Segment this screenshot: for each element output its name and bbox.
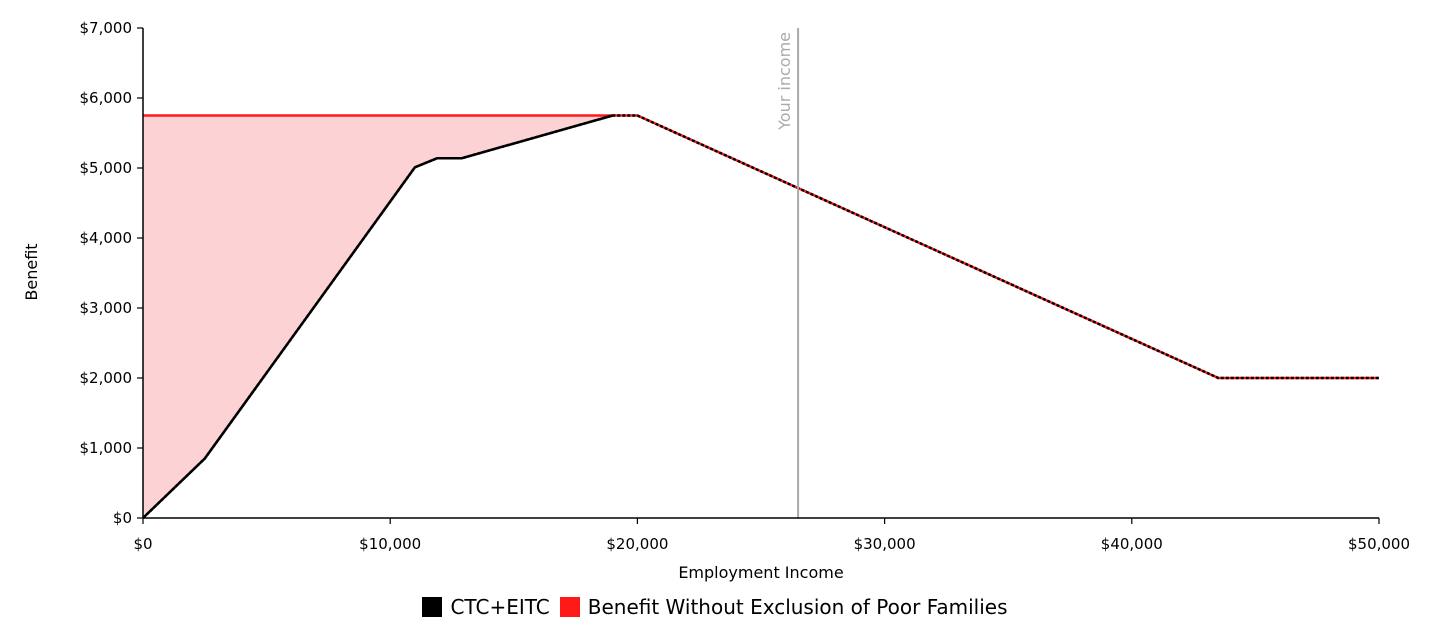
annotation-layer: Your income [775,28,800,518]
legend-label-ctc-eitc: CTC+EITC [450,595,550,619]
x-tick-label: $40,000 [1101,535,1163,553]
axes-layer: $0 $10,000 $20,000 $30,000 $40,000 $50,000 $0 $… [80,19,1411,553]
legend: CTC+EITC Benefit Without Exclusion of Po… [0,592,1430,622]
benefit-gap-area [143,115,1379,518]
y-tick-label: $4,000 [80,229,133,247]
y-tick-label: $1,000 [80,439,133,457]
x-tick-label: $10,000 [359,535,421,553]
series-line-ctc-eitc-phase-in[interactable] [142,114,614,519]
legend-label-without-exclusion: Benefit Without Exclusion of Poor Famili… [587,595,1008,619]
x-tick-label: $20,000 [606,535,668,553]
y-axis-title: Benefit [22,243,41,300]
y-tick-label: $6,000 [80,89,133,107]
x-tick-label: $30,000 [854,535,916,553]
y-tick-label: $2,000 [80,369,133,387]
legend-swatch-ctc-eitc [422,597,443,617]
y-tick-label: $7,000 [80,19,133,37]
x-tick-label: $0 [133,535,152,553]
legend-swatch-without-exclusion [559,597,580,617]
your-income-label: Your income [775,32,794,131]
y-tick-label: $0 [113,509,132,527]
y-tick-label: $5,000 [80,159,133,177]
x-axis-title: Employment Income [678,563,843,582]
y-tick-label: $3,000 [80,299,133,317]
gap-fill-layer [143,115,1379,518]
legend-item-ctc-eitc[interactable]: CTC+EITC [422,595,550,619]
series-lines-layer [142,114,1379,519]
x-tick-label: $50,000 [1348,535,1410,553]
legend-item-without-exclusion[interactable]: Benefit Without Exclusion of Poor Famili… [559,595,1008,619]
